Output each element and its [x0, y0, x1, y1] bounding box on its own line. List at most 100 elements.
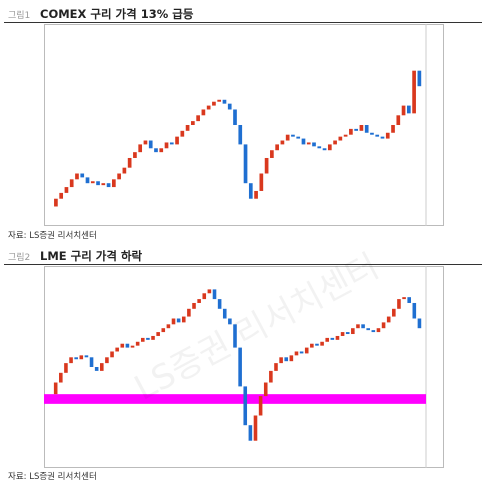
candle: [138, 144, 143, 153]
candle: [125, 343, 130, 348]
candle: [100, 363, 104, 371]
candle: [117, 173, 121, 180]
candle: [402, 297, 406, 300]
plot-frame: [44, 266, 444, 468]
candle: [143, 140, 148, 145]
figure-title: COMEX 구리 가격 13% 급등: [40, 7, 194, 21]
candle: [345, 332, 350, 335]
chart: [44, 266, 444, 468]
chart: [44, 24, 444, 226]
candle: [243, 386, 248, 426]
candle: [327, 144, 332, 151]
candle: [299, 351, 304, 354]
candle: [243, 144, 248, 184]
candle: [228, 318, 232, 325]
candle: [264, 157, 269, 174]
candle: [325, 337, 330, 342]
candle: [248, 183, 253, 199]
candle: [222, 308, 227, 319]
candle: [176, 318, 181, 323]
candle: [59, 192, 64, 199]
candle: [364, 125, 369, 133]
candle: [366, 328, 370, 331]
candle: [392, 308, 396, 317]
candle: [161, 328, 166, 333]
candle: [370, 132, 374, 135]
candle: [263, 382, 268, 397]
candle: [333, 140, 337, 145]
candle: [101, 183, 106, 186]
candle: [64, 187, 69, 193]
candle: [296, 136, 301, 139]
candle: [238, 125, 243, 145]
candle: [201, 109, 206, 116]
candle: [315, 343, 319, 346]
candle: [64, 363, 68, 373]
rule: [4, 264, 482, 265]
candle: [192, 302, 196, 309]
candle: [270, 150, 274, 158]
candle: [206, 105, 211, 110]
candle: [291, 134, 295, 137]
figure-label: 그림2: [8, 253, 31, 263]
candle: [294, 351, 299, 356]
candle: [338, 136, 343, 141]
candle: [75, 173, 79, 180]
candle: [84, 355, 89, 358]
candle: [343, 134, 348, 137]
candle: [115, 347, 119, 352]
candle: [196, 115, 200, 122]
figure-title: LME 구리 가격 하락: [40, 249, 143, 263]
candle: [180, 130, 185, 137]
candle: [406, 105, 411, 114]
candle: [386, 316, 391, 323]
candle: [397, 299, 401, 309]
candle: [106, 183, 111, 188]
candle: [85, 177, 90, 184]
candle: [197, 299, 201, 303]
candle: [105, 357, 109, 364]
candle: [340, 332, 345, 336]
candle: [280, 140, 285, 145]
candle: [320, 341, 324, 346]
candle: [69, 179, 74, 188]
candle: [381, 322, 386, 329]
candle: [222, 99, 227, 104]
candle: [171, 318, 176, 325]
candle: [279, 357, 283, 364]
candle: [202, 293, 207, 300]
candle: [371, 330, 376, 333]
candle: [376, 328, 381, 333]
candle: [233, 324, 237, 348]
candle: [396, 115, 401, 125]
candle: [301, 138, 306, 145]
candle: [361, 324, 365, 329]
candle: [135, 341, 140, 346]
candle: [253, 415, 258, 441]
candle: [335, 335, 340, 340]
candle: [238, 347, 242, 387]
source: 자료: LS증권 리서치센터: [8, 231, 97, 241]
candle: [354, 128, 358, 131]
candle: [185, 125, 190, 131]
candle: [284, 357, 289, 362]
candle: [79, 355, 84, 360]
candle: [54, 198, 58, 207]
candle: [217, 299, 222, 309]
candle: [94, 367, 99, 371]
candle: [112, 179, 116, 188]
candle: [412, 70, 416, 114]
candle: [217, 99, 222, 102]
candle: [164, 142, 169, 149]
candle: [212, 289, 217, 300]
candle: [156, 332, 160, 336]
candle: [154, 148, 158, 153]
candle: [130, 345, 135, 348]
candle: [417, 70, 422, 87]
candle: [74, 357, 78, 360]
candle: [159, 148, 164, 153]
candle: [312, 142, 316, 147]
candle: [227, 103, 232, 110]
candle: [127, 157, 132, 168]
candle: [310, 343, 314, 348]
